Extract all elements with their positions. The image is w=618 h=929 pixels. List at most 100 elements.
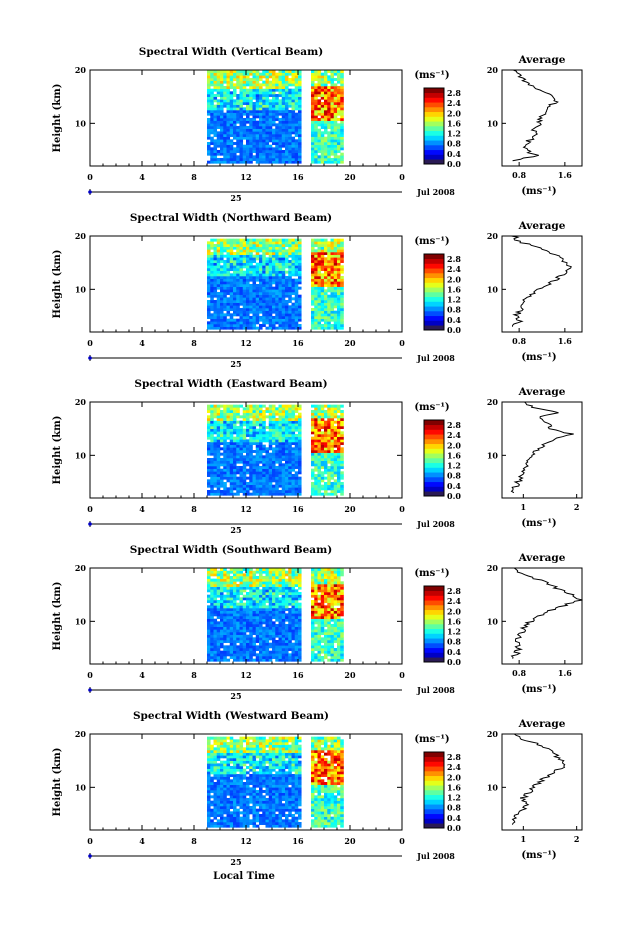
heatmap-cell bbox=[216, 650, 221, 654]
heatmap-cell bbox=[330, 257, 335, 261]
heatmap-cell bbox=[229, 482, 234, 485]
heatmap-cell bbox=[213, 128, 218, 132]
heatmap-cell bbox=[246, 91, 250, 95]
heatmap-cell bbox=[223, 442, 227, 445]
heatmap-cell bbox=[213, 281, 218, 285]
heatmap-cell bbox=[262, 241, 266, 245]
heatmap-cell bbox=[285, 581, 289, 585]
heatmap-cell bbox=[259, 292, 263, 295]
heatmap-cell bbox=[268, 447, 273, 451]
heatmap bbox=[207, 568, 344, 662]
heatmap-cell bbox=[216, 632, 221, 635]
heatmap-cell bbox=[317, 310, 322, 314]
heatmap-cell bbox=[314, 160, 318, 164]
heatmap-cell bbox=[265, 305, 270, 309]
heatmap-cell bbox=[246, 455, 250, 459]
heatmap-cell bbox=[246, 407, 250, 411]
heatmap-cell bbox=[288, 656, 292, 659]
heatmap-cell bbox=[213, 428, 218, 432]
heatmap-cell bbox=[239, 99, 244, 103]
heatmap-cell bbox=[239, 254, 244, 258]
heatmap-cell bbox=[216, 321, 221, 325]
heatmap-cell bbox=[272, 292, 276, 295]
heatmap-cell bbox=[249, 479, 253, 483]
heatmap-cell bbox=[226, 431, 231, 435]
heatmap-cell bbox=[324, 281, 328, 285]
heatmap-cell bbox=[220, 316, 224, 319]
heatmap-cell bbox=[262, 578, 266, 582]
heatmap-cell bbox=[265, 576, 270, 579]
heatmap-cell bbox=[236, 104, 240, 108]
heatmap-cell bbox=[207, 273, 211, 277]
heatmap-cell bbox=[268, 632, 273, 635]
heatmap-cell bbox=[311, 321, 315, 325]
heatmap-cell bbox=[229, 640, 234, 643]
heatmap-cell bbox=[262, 297, 266, 301]
heatmap-cell bbox=[333, 305, 338, 309]
heatmap-cell bbox=[268, 241, 273, 245]
heatmap-cell bbox=[324, 412, 328, 416]
heatmap-cell bbox=[207, 428, 211, 432]
heatmap-cell bbox=[216, 281, 221, 285]
heatmap-cell bbox=[207, 621, 211, 625]
heatmap-cell bbox=[265, 468, 270, 472]
heatmap-cell bbox=[330, 147, 335, 151]
heatmap-cell bbox=[252, 126, 257, 129]
heatmap-cell bbox=[265, 91, 270, 95]
heatmap-cell bbox=[291, 70, 296, 73]
heatmap-cell bbox=[298, 78, 302, 81]
heatmap-cell bbox=[288, 576, 292, 579]
heatmap-cell bbox=[236, 442, 240, 445]
heatmap-cell bbox=[213, 126, 218, 129]
heatmap-cell bbox=[285, 616, 289, 619]
heatmap-cell bbox=[298, 123, 302, 127]
heatmap-cell bbox=[210, 600, 214, 603]
heatmap-cell bbox=[207, 276, 211, 279]
heatmap-cell bbox=[216, 428, 221, 432]
heatmap-cell bbox=[226, 629, 231, 633]
heatmap-cell bbox=[239, 120, 244, 124]
heatmap-cell bbox=[249, 102, 253, 105]
heatmap-cell bbox=[272, 102, 276, 105]
heatmap-cell bbox=[213, 592, 218, 595]
heatmap-cell bbox=[223, 407, 227, 411]
heatmap-cell bbox=[285, 492, 289, 496]
heatmap-cell bbox=[278, 144, 283, 148]
heatmap-cell bbox=[314, 418, 318, 421]
heatmap-cell bbox=[239, 466, 244, 469]
heatmap-cell bbox=[249, 444, 253, 448]
heatmap-cell bbox=[259, 658, 263, 662]
heatmap-cell bbox=[281, 70, 286, 73]
heatmap-cell bbox=[298, 155, 302, 159]
heatmap-cell bbox=[239, 653, 244, 657]
heatmap-cell bbox=[272, 450, 276, 453]
heatmap-cell bbox=[265, 463, 270, 467]
heatmap-cell bbox=[262, 581, 266, 585]
heatmap-cell bbox=[255, 102, 260, 105]
heatmap-cell bbox=[278, 286, 283, 290]
heatmap-cell bbox=[220, 300, 224, 303]
heatmap-cell bbox=[259, 270, 263, 274]
heatmap-cell bbox=[216, 112, 221, 116]
heatmap-cell bbox=[246, 412, 250, 416]
heatmap-cell bbox=[288, 570, 292, 574]
heatmap-cell bbox=[291, 142, 296, 145]
heatmap-cell bbox=[330, 91, 335, 95]
heatmap-cell bbox=[265, 300, 270, 303]
heatmap-cell bbox=[252, 492, 257, 496]
heatmap-cell bbox=[317, 281, 322, 285]
heatmap-cell bbox=[291, 602, 296, 606]
heatmap-cell bbox=[298, 487, 302, 491]
heatmap-cell bbox=[317, 313, 322, 317]
heatmap-cell bbox=[333, 310, 338, 314]
heatmap-cell bbox=[311, 426, 315, 429]
heatmap-cell bbox=[330, 292, 335, 295]
heatmap-cell bbox=[327, 70, 331, 73]
heatmap-cell bbox=[262, 450, 266, 453]
heatmap-cell bbox=[216, 624, 221, 627]
heatmap-cell bbox=[275, 658, 279, 662]
heatmap-cell bbox=[255, 273, 260, 277]
heatmap-cell bbox=[210, 640, 214, 643]
heatmap-cell bbox=[268, 616, 273, 619]
heatmap-cell bbox=[220, 436, 224, 440]
